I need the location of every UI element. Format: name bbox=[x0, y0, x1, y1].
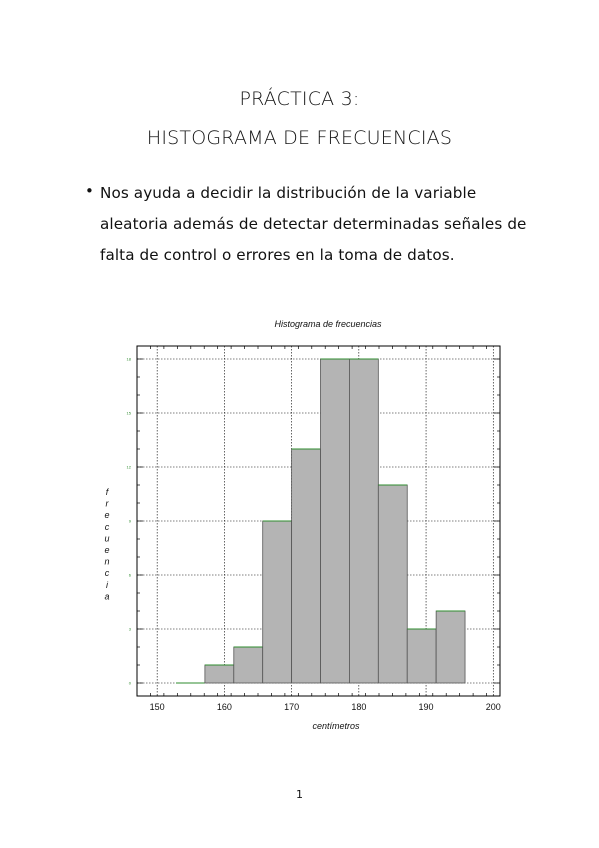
y-tick-label: 3 bbox=[129, 627, 132, 632]
histogram-bar bbox=[349, 358, 379, 684]
page-title-line-2: HISTOGRAMA DE FRECUENCIAS bbox=[146, 127, 453, 149]
y-axis-label-letter: f bbox=[106, 487, 110, 497]
y-axis-label-letter: i bbox=[106, 580, 109, 590]
y-tick-label: 15 bbox=[127, 411, 132, 416]
y-axis-label-letter: e bbox=[104, 510, 109, 520]
page-number: 1 bbox=[296, 788, 303, 801]
histogram-bar bbox=[320, 358, 350, 684]
x-tick-label: 190 bbox=[419, 702, 434, 712]
chart-bars bbox=[175, 358, 466, 684]
bullet-icon: • bbox=[85, 182, 94, 200]
y-axis-label-letter: c bbox=[105, 522, 110, 532]
y-tick-labels: 0 3 6 9 12 15 18 bbox=[127, 357, 132, 686]
chart-title: Histograma de frecuencias bbox=[274, 319, 382, 329]
y-tick-label: 18 bbox=[127, 357, 132, 362]
y-axis-label-letter: u bbox=[104, 533, 109, 543]
y-tick-label: 0 bbox=[129, 681, 132, 686]
y-axis-label-letter: n bbox=[104, 557, 109, 567]
y-tick-label: 9 bbox=[129, 519, 132, 524]
chart-ticks bbox=[136, 346, 501, 696]
x-tick-label: 180 bbox=[351, 702, 366, 712]
x-tick-label: 170 bbox=[284, 702, 299, 712]
page-title-line-1: PRÁCTICA 3: bbox=[239, 88, 360, 110]
y-tick-label: 6 bbox=[129, 573, 132, 578]
histogram-bar bbox=[435, 610, 466, 684]
y-axis-label-letter: a bbox=[104, 591, 109, 601]
histogram-bar bbox=[204, 664, 235, 684]
bullet-text: Nos ayuda a decidir la distribución de l… bbox=[100, 184, 527, 264]
x-tick-labels: 150 160 170 180 190 200 bbox=[150, 702, 501, 712]
x-tick-label: 200 bbox=[486, 702, 501, 712]
x-axis-label: centímetros bbox=[312, 721, 360, 731]
y-tick-label: 12 bbox=[127, 465, 132, 470]
histogram-bar bbox=[291, 448, 321, 684]
x-tick-label: 150 bbox=[150, 702, 165, 712]
histogram-bar bbox=[233, 646, 264, 684]
histogram-bar bbox=[406, 628, 437, 684]
y-axis-label-letter: c bbox=[105, 568, 110, 578]
y-axis-label: frecuencia bbox=[104, 487, 109, 601]
x-tick-label: 160 bbox=[217, 702, 232, 712]
y-axis-label-letter: r bbox=[106, 499, 110, 509]
histogram-bar bbox=[262, 520, 293, 684]
histogram-bar bbox=[377, 484, 408, 684]
y-axis-label-letter: e bbox=[104, 545, 109, 555]
